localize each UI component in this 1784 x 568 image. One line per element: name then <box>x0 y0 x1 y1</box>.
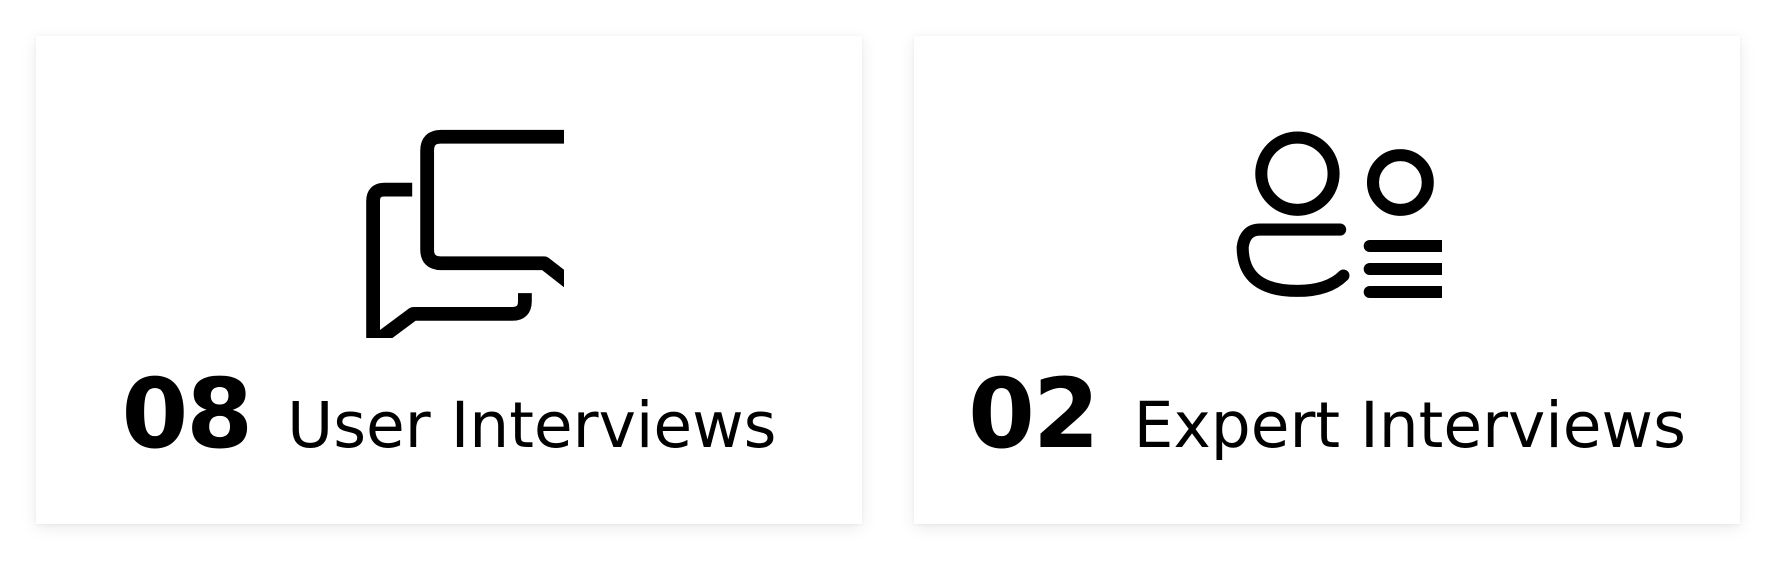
stat-count: 08 <box>121 358 254 470</box>
stat-line: 02 Expert Interviews <box>914 366 1740 462</box>
stat-line: 08 User Interviews <box>36 366 862 462</box>
users-list-icon <box>914 108 1740 338</box>
stat-card-user-interviews: 08 User Interviews <box>36 36 862 524</box>
stat-count: 02 <box>968 358 1100 470</box>
stat-card-expert-interviews: 02 Expert Interviews <box>914 36 1740 524</box>
chat-bubbles-icon <box>36 108 862 338</box>
stat-label: Expert Interviews <box>1133 389 1686 462</box>
stat-label: User Interviews <box>287 389 777 462</box>
